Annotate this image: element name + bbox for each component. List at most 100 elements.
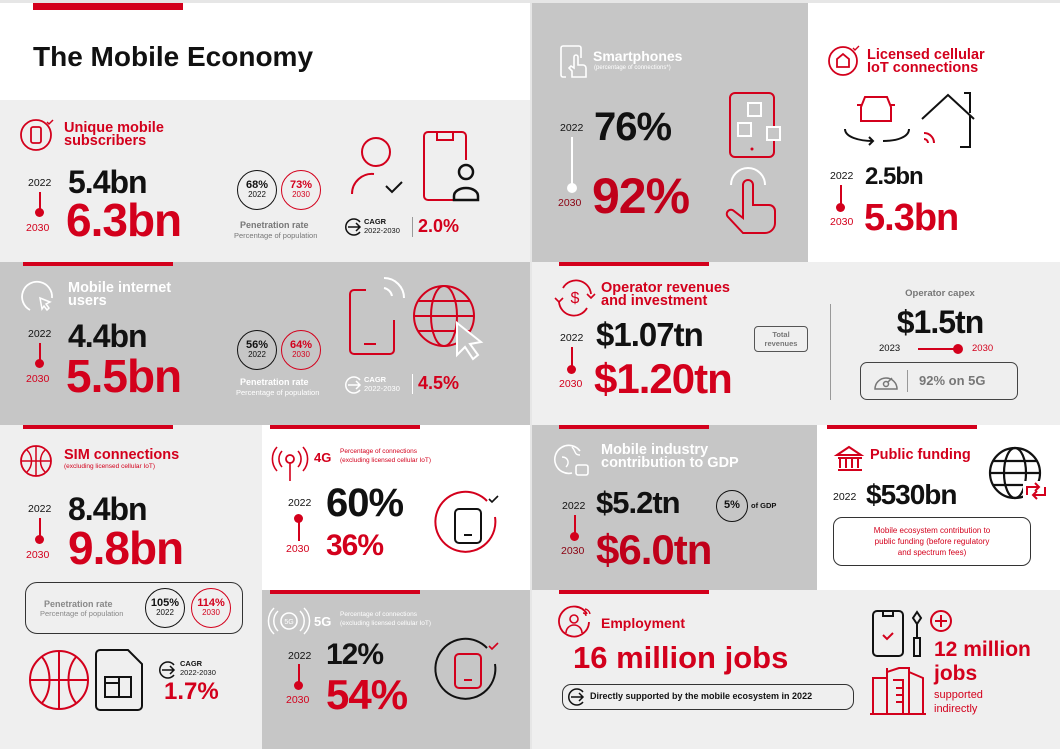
phone-touch-icon: [560, 45, 587, 78]
value-2030: 92%: [592, 168, 690, 224]
accent-bar: [559, 425, 709, 429]
year-start: 2022: [830, 170, 854, 182]
arrow-circle-icon: [159, 661, 176, 679]
panel-subtitle: Percentage of connections (excluding lice…: [340, 611, 432, 627]
year-end: 2030: [286, 694, 310, 706]
accent-bar: [270, 425, 420, 429]
penetration-2030: 114% 2030: [191, 588, 231, 628]
timeline-line: [39, 192, 41, 212]
hand-tap-icon: [725, 167, 776, 234]
year-end: 2030: [286, 543, 310, 555]
penetration-label: Penetration rate: [240, 377, 309, 387]
mobile-internet-panel: Mobile internet users 2022 2030 4.4bn 5.5…: [0, 262, 530, 425]
value-2022: $5.2tn: [596, 485, 681, 520]
divider: [830, 304, 831, 400]
funding-value: $530bn: [866, 479, 957, 510]
phone-tools-icon: [872, 610, 923, 657]
cursor-click-icon: [21, 280, 53, 312]
timeline-dot: [567, 183, 577, 193]
timeline-line: [574, 515, 576, 535]
timeline-line: [39, 343, 41, 363]
direct-jobs-value: 16 million jobs: [573, 640, 789, 675]
cagr-value: 1.7%: [164, 678, 219, 705]
panel-subtitle: (percentage of connections*): [594, 65, 671, 71]
year-end: 2030: [558, 197, 582, 209]
value-2022: 4.4bn: [68, 318, 148, 354]
arrow-circle-icon: [345, 218, 362, 236]
funding-note: Mobile ecosystem contribution to public f…: [833, 517, 1031, 566]
capex-5g-box: 92% on 5G: [860, 362, 1018, 400]
car-rotate-icon: [844, 96, 910, 146]
year-start: 2022: [28, 503, 52, 515]
svg-text:5G: 5G: [284, 619, 293, 626]
header: The Mobile Economy: [0, 3, 530, 100]
year-end: 2030: [26, 373, 50, 385]
phone-signal-icon: [349, 277, 405, 355]
value-2030: 36%: [326, 529, 384, 562]
phone-user-icon: [423, 131, 480, 202]
capex-timeline: [918, 348, 958, 350]
phone-check-icon: [20, 119, 54, 151]
cagr-years: 2022-2030: [364, 384, 400, 393]
accent-bar: [270, 590, 420, 594]
value-2022: 76%: [594, 105, 672, 149]
antenna-icon: [271, 446, 309, 481]
timeline-dot: [35, 535, 44, 544]
timeline-dot: [294, 514, 303, 523]
panel-title: Smartphones: [593, 48, 683, 64]
panel-title: Operator revenues and investment: [601, 280, 730, 309]
phone-check-circle-icon: [434, 637, 499, 700]
cagr-label: CAGR: [364, 217, 387, 226]
panel-title: Unique mobile subscribers: [64, 120, 164, 149]
penetration-label: Penetration rate: [240, 220, 309, 230]
globe-cursor-icon: [413, 285, 484, 361]
public-funding-panel: Public funding 2022 $530bn Mobile ecosys…: [817, 425, 1060, 590]
timeline-dot: [567, 365, 576, 374]
sim-card-icon: [95, 649, 143, 711]
year-start: 2022: [560, 122, 584, 134]
total-revenues-badge: Total revenues: [754, 326, 808, 352]
accent-bar: [23, 262, 173, 266]
tablet-apps-icon: [729, 92, 781, 158]
accent-bar: [33, 3, 183, 10]
cagr-label: CAGR: [180, 659, 203, 668]
year-end: 2030: [26, 222, 50, 234]
timeline-line: [298, 664, 300, 684]
timeline-line: [298, 519, 300, 541]
value-2022: 2.5bn: [865, 163, 924, 190]
value-2022: $1.07tn: [596, 316, 704, 353]
globe-icon: [29, 650, 89, 710]
value-2022: 60%: [326, 481, 404, 525]
arrow-circle-icon: [568, 688, 585, 706]
accent-bar: [23, 425, 173, 429]
value-2030: 5.3bn: [864, 197, 959, 239]
operator-panel: $ Operator revenues and investment 2022 2…: [532, 262, 1060, 425]
page-title: The Mobile Economy: [33, 41, 314, 72]
indirect-jobs-note: supported indirectly: [934, 689, 983, 715]
iot-panel: Licensed cellular IoT connections 2022 20…: [808, 3, 1060, 262]
panel-title: Public funding: [870, 447, 971, 463]
value-2022: 12%: [326, 638, 384, 671]
timeline-dot: [836, 203, 845, 212]
timeline-dot: [294, 681, 303, 690]
person-signal-icon: [558, 605, 591, 638]
capex-year-start: 2023: [879, 343, 901, 354]
capex-label: Operator capex: [905, 288, 975, 299]
timeline-dot: [35, 208, 44, 217]
globe-devices-icon: [554, 444, 589, 476]
year-end: 2030: [830, 216, 854, 228]
gdp-panel: Mobile industry contribution to GDP 2022 …: [532, 425, 817, 590]
panel-title: 5G: [314, 614, 332, 629]
smartphones-panel: Smartphones (percentage of connections*)…: [532, 3, 808, 262]
arrow-circle-icon: [345, 376, 362, 394]
dollar-cycle-icon: $: [554, 279, 596, 317]
year-end: 2030: [26, 549, 50, 561]
value-2030: 5.5bn: [66, 350, 182, 402]
panel-subtitle: (excluding licensed cellular IoT): [64, 463, 156, 470]
house-wifi-icon: [921, 92, 975, 148]
value-2030: $6.0tn: [596, 526, 712, 573]
gdp-share-label: of GDP: [751, 501, 777, 510]
penetration-sublabel: Percentage of population: [40, 609, 124, 618]
year-start: 2022: [562, 500, 586, 512]
panel-title: Employment: [601, 615, 686, 631]
